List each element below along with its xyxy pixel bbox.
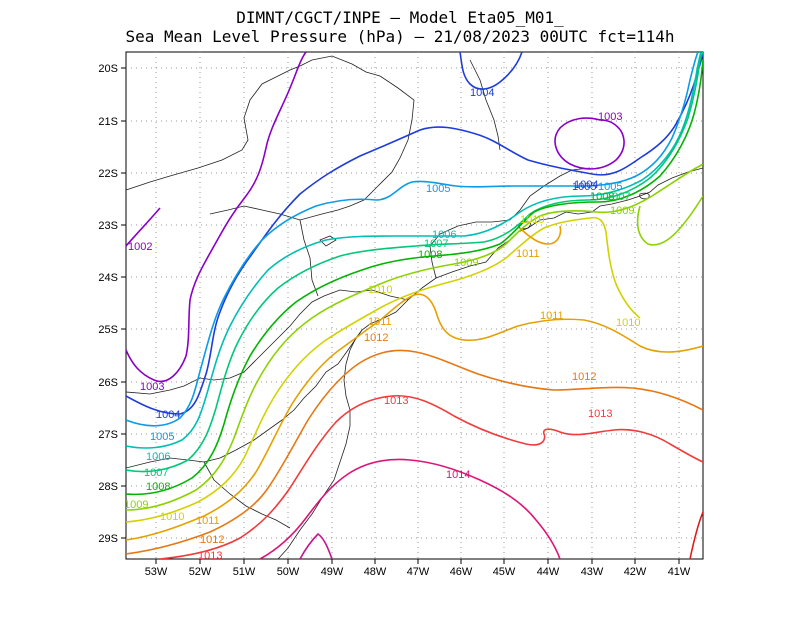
lat-axis-labels: 20S 21S 22S 23S 24S 25S 26S 27S 28S 29S xyxy=(98,63,118,545)
isobar-label-1010: 1010 xyxy=(368,284,392,296)
lat-label: 21S xyxy=(98,116,118,128)
isobar-label-1011: 1011 xyxy=(516,248,540,260)
lon-label: 46W xyxy=(450,566,473,578)
lon-label: 47W xyxy=(407,566,430,578)
lon-label: 51W xyxy=(233,566,256,578)
isobar-label-1009: 1009 xyxy=(124,499,148,511)
isobar-label-1012: 1012 xyxy=(364,332,388,344)
lon-label: 45W xyxy=(493,566,516,578)
lon-label: 43W xyxy=(581,566,604,578)
isobar-label-1006: 1006 xyxy=(146,451,170,463)
lat-label: 23S xyxy=(98,220,118,232)
isobar-label-1012: 1012 xyxy=(200,534,224,546)
lon-label: 49W xyxy=(321,566,344,578)
isobar-label-1005: 1005 xyxy=(150,431,174,443)
map-figure: 53W 52W 51W 50W 49W 48W 47W 46W 45W 44W … xyxy=(0,0,800,618)
lat-label: 24S xyxy=(98,272,118,284)
isobar-label-1007: 1007 xyxy=(144,467,168,479)
isobar-label-1014: 1014 xyxy=(446,469,470,481)
isobar-label-1009: 1009 xyxy=(454,257,478,269)
isobar-label-1004: 1004 xyxy=(470,87,494,99)
isobar-label-1004: 1004 xyxy=(156,409,180,421)
map-frame xyxy=(126,52,703,559)
lat-label: 25S xyxy=(98,324,118,336)
lon-label: 50W xyxy=(277,566,300,578)
lon-label: 48W xyxy=(364,566,387,578)
lon-label: 41W xyxy=(668,566,691,578)
isobar-label-1011: 1011 xyxy=(368,316,392,328)
isobar-label-1013: 1013 xyxy=(384,395,408,407)
isobar-label-1003: 1003 xyxy=(140,381,164,393)
isobar-label-1009: 1009 xyxy=(610,205,634,217)
lat-label: 28S xyxy=(98,481,118,493)
lon-label: 53W xyxy=(145,566,168,578)
isobar-label-1008: 1008 xyxy=(418,249,442,261)
lat-label: 27S xyxy=(98,429,118,441)
lon-label: 52W xyxy=(189,566,212,578)
lon-label: 42W xyxy=(624,566,647,578)
lat-label: 20S xyxy=(98,63,118,75)
lat-label: 22S xyxy=(98,168,118,180)
isobar-label-1002: 1002 xyxy=(128,241,152,253)
lat-label: 26S xyxy=(98,377,118,389)
lon-label: 44W xyxy=(537,566,560,578)
isobar-label-1011: 1011 xyxy=(540,310,564,322)
isobar-label-extra: 1007 xyxy=(606,191,630,203)
isobar-label-1010: 1010 xyxy=(520,214,544,226)
isobar-label-1010: 1010 xyxy=(160,511,184,523)
isobar-label-1010: 1010 xyxy=(616,317,640,329)
isobar-label-1005: 1005 xyxy=(426,183,450,195)
lon-axis-labels: 53W 52W 51W 50W 49W 48W 47W 46W 45W 44W … xyxy=(145,566,691,578)
isobar-label-1011: 1011 xyxy=(196,515,220,527)
lat-label: 29S xyxy=(98,533,118,545)
isobar-label-1008: 1008 xyxy=(146,481,170,493)
isobar-label-1013: 1013 xyxy=(588,408,612,420)
isobar-label-1012: 1012 xyxy=(572,371,596,383)
isobar-label-1003: 1003 xyxy=(598,111,622,123)
isobar-label-1013: 1013 xyxy=(198,550,222,562)
isobar-label-extra: 1005 xyxy=(572,181,596,193)
